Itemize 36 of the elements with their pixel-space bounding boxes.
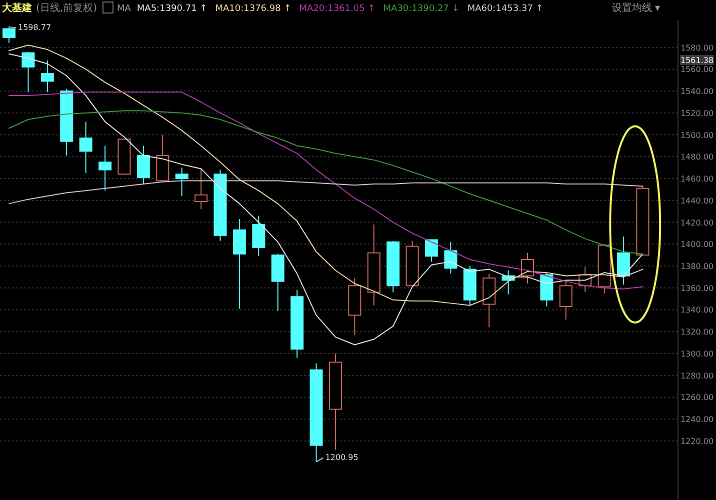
text: MA20:1361.05 ↑ xyxy=(299,4,376,14)
chart-subtitle: (日线,前复权) xyxy=(36,2,98,14)
y-tick-label: 1420.00 xyxy=(680,218,714,228)
y-tick-label: 1340.00 xyxy=(680,306,714,315)
y-tick-label: 1440.00 xyxy=(680,196,714,206)
text: 设置均线 ▾ xyxy=(612,2,660,14)
y-tick-label: 1480.00 xyxy=(680,152,714,162)
y-tick-label: 1220.00 xyxy=(680,436,714,446)
text: MA60:1453.37 ↑ xyxy=(467,4,544,14)
line-series xyxy=(8,53,644,346)
text: 1561.38 xyxy=(680,56,714,65)
line-series xyxy=(8,44,644,306)
y-tick-label: 1560.00 xyxy=(680,65,714,74)
y-tick-label: 1260.00 xyxy=(680,393,714,402)
y-tick-label: 1580.00 xyxy=(680,43,714,52)
text: MA30:1390.27 ↓ xyxy=(383,4,460,14)
legend-title: MA xyxy=(116,4,132,14)
chart-title: 大基建 xyxy=(1,2,32,14)
y-tick-label: 1380.00 xyxy=(680,262,714,272)
text: MA10:1376.98 ↑ xyxy=(215,4,292,14)
annotation: 1598.77 xyxy=(18,22,52,32)
line-series xyxy=(8,110,644,254)
y-tick-label: 1400.00 xyxy=(680,240,714,250)
y-tick-label: 1520.00 xyxy=(680,108,714,118)
y-tick-label: 1300.00 xyxy=(680,349,714,358)
line-series xyxy=(8,180,644,204)
y-tick-label: 1540.00 xyxy=(680,87,714,96)
text: MA5:1390.71 ↑ xyxy=(136,4,208,14)
y-tick-label: 1500.00 xyxy=(680,130,714,140)
y-tick-label: 1240.00 xyxy=(680,415,714,424)
y-tick-label: 1320.00 xyxy=(680,328,714,337)
line-series xyxy=(8,92,644,290)
y-tick-label: 1280.00 xyxy=(680,371,714,380)
y-tick-label: 1460.00 xyxy=(680,174,714,184)
annotation: 1200.95 xyxy=(325,452,358,462)
y-tick-label: 1360.00 xyxy=(680,284,714,293)
